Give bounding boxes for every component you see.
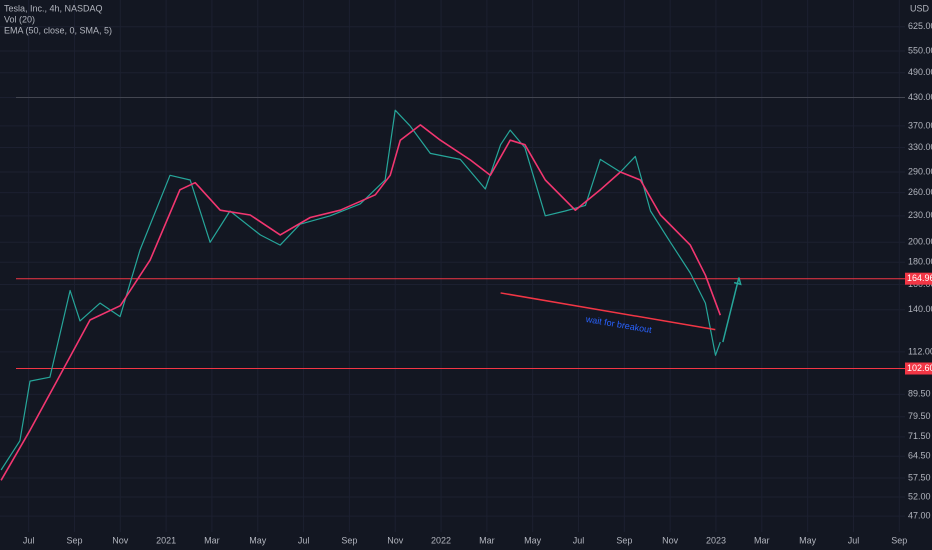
y-tick-label: 260.00: [908, 187, 932, 197]
y-tick-label: 290.00: [908, 166, 932, 176]
price-line: [0, 124, 722, 481]
level-tag: [905, 362, 932, 375]
x-tick-label: Jul: [298, 535, 310, 545]
x-tick-label: Sep: [66, 535, 82, 545]
y-tick-label: 112.00: [908, 346, 932, 356]
y-tick-label: 550.00: [908, 45, 932, 55]
y-tick-label: 430.00: [908, 92, 932, 102]
x-tick-label: Jul: [848, 535, 860, 545]
x-tick-label: Mar: [479, 535, 495, 545]
indicator-label: Vol (20): [4, 14, 35, 24]
x-tick-label: Jul: [573, 535, 585, 545]
y-tick-label: 370.00: [908, 120, 932, 130]
x-tick-label: Nov: [112, 535, 129, 545]
y-tick-label: 57.50: [908, 472, 931, 482]
y-tick-label: 490.00: [908, 67, 932, 77]
arrow: [722, 277, 740, 343]
y-tick-label: 140.00: [908, 304, 932, 314]
currency-label: USD: [910, 3, 930, 13]
y-tick-label: 625.00: [908, 21, 932, 31]
level-tag: [905, 272, 932, 285]
trendline: [500, 292, 716, 331]
x-tick-label: Sep: [341, 535, 357, 545]
arrow-head: [733, 277, 742, 286]
y-tick-label: 79.50: [908, 411, 931, 421]
x-tick-label: May: [799, 535, 817, 545]
y-tick-label: 47.00: [908, 511, 931, 521]
price-line: [0, 109, 721, 471]
level-label: 102.60: [907, 363, 932, 373]
y-tick-label: 180.00: [908, 257, 932, 267]
x-tick-label: Mar: [754, 535, 770, 545]
x-tick-label: Sep: [891, 535, 907, 545]
y-tick-label: 64.50: [908, 451, 931, 461]
x-tick-label: Jul: [23, 535, 35, 545]
y-tick-label: 71.50: [908, 431, 931, 441]
x-tick-label: Mar: [204, 535, 220, 545]
y-tick-label: 200.00: [908, 237, 932, 247]
x-tick-label: 2021: [156, 535, 176, 545]
x-tick-label: Nov: [662, 535, 679, 545]
indicator-label: EMA (50, close, 0, SMA, 5): [4, 25, 112, 35]
chart-title: Tesla, Inc., 4h, NASDAQ: [4, 3, 103, 13]
y-tick-label: 52.00: [908, 491, 931, 501]
x-tick-label: Nov: [387, 535, 404, 545]
x-tick-label: 2023: [706, 535, 726, 545]
y-tick-label: 230.00: [908, 210, 932, 220]
level-label: 164.96: [907, 273, 932, 283]
x-tick-label: Sep: [616, 535, 632, 545]
x-tick-label: 2022: [431, 535, 451, 545]
y-tick-label: 330.00: [908, 142, 932, 152]
x-tick-label: May: [524, 535, 542, 545]
x-tick-label: May: [249, 535, 267, 545]
y-tick-label: 89.50: [908, 389, 931, 399]
